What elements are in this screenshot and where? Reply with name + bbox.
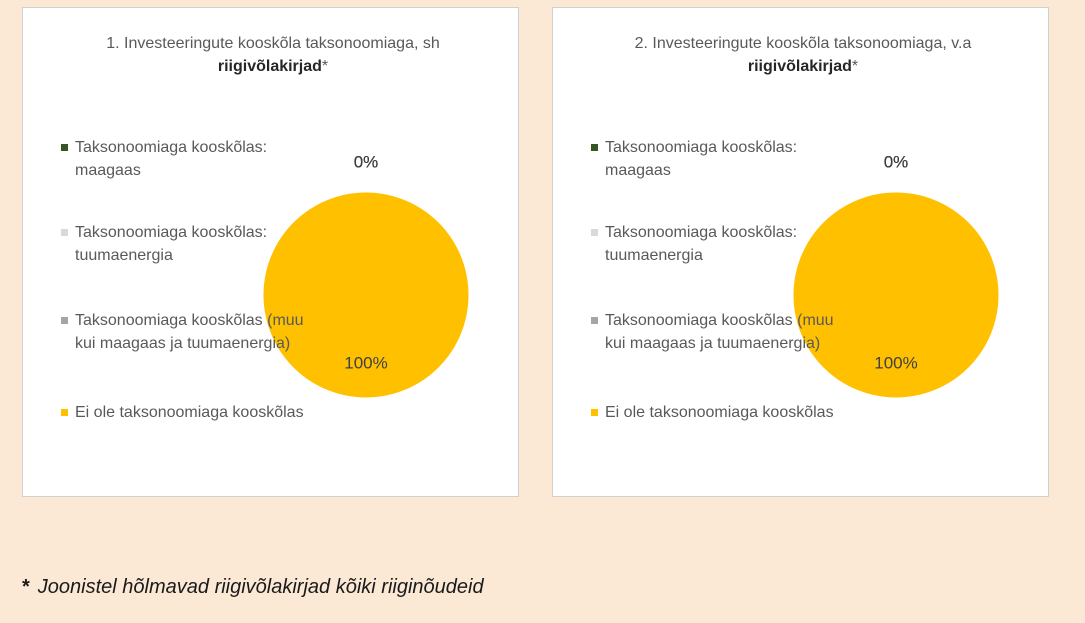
legend-swatch — [61, 229, 68, 236]
footnote-mark: * — [22, 576, 30, 598]
title-part: riigivõlakirjad — [747, 58, 852, 75]
legend-item: Taksonoomiaga kooskõlas: maagaas — [591, 136, 850, 182]
legend-swatch — [61, 317, 68, 324]
legend-item: Taksonoomiaga kooskõlas (muu kui maagaas… — [591, 309, 850, 355]
chart-title: 2. Investeeringute kooskõla taksonoomiag… — [613, 32, 993, 78]
chart-title: 1. Investeeringute kooskõla taksonoomiag… — [83, 32, 463, 78]
legend-label: Taksonoomiaga kooskõlas: maagaas — [75, 139, 268, 179]
chart-card: 2. Investeeringute kooskõla taksonoomiag… — [552, 7, 1049, 497]
data-label: 0% — [354, 152, 379, 171]
legend-label: Ei ole taksonoomiaga kooskõlas — [605, 404, 834, 421]
legend-label: Taksonoomiaga kooskõlas (muu kui maagaas… — [75, 312, 304, 352]
pie-slice — [262, 191, 470, 399]
legend-label: Ei ole taksonoomiaga kooskõlas — [75, 404, 304, 421]
legend-label: Taksonoomiaga kooskõlas (muu kui maagaas… — [605, 312, 834, 352]
footnote: * Joonistel hõlmavad riigivõlakirjad kõik… — [22, 576, 484, 599]
pie-chart: 0%0%0%100% — [262, 152, 470, 399]
pie-chart: 0%0%0%100% — [792, 152, 1000, 399]
legend-swatch — [591, 229, 598, 236]
legend-item: Taksonoomiaga kooskõlas (muu kui maagaas… — [61, 309, 320, 355]
legend-item: Taksonoomiaga kooskõlas: maagaas — [61, 136, 320, 182]
title-part: * — [321, 58, 329, 75]
data-label: 0% — [884, 152, 909, 171]
footnote-text: Joonistel hõlmavad riigivõlakirjad kõiki… — [37, 576, 484, 598]
chart-card: 1. Investeeringute kooskõla taksonoomiag… — [22, 7, 519, 497]
legend-item: Taksonoomiaga kooskõlas: tuumaenergia — [61, 221, 320, 267]
pie-slice — [792, 191, 1000, 399]
legend-item: Taksonoomiaga kooskõlas: tuumaenergia — [591, 221, 850, 267]
title-part: * — [851, 58, 859, 75]
data-label: 0% — [354, 152, 379, 171]
legend-item: Ei ole taksonoomiaga kooskõlas — [61, 401, 320, 424]
data-label: 0% — [884, 152, 909, 171]
legend-label: Taksonoomiaga kooskõlas: tuumaenergia — [75, 224, 268, 264]
title-part: 1. Investeeringute kooskõla taksonoomiag… — [106, 35, 440, 52]
legend-swatch — [591, 144, 598, 151]
legend-swatch — [61, 144, 68, 151]
title-part: riigivõlakirjad — [217, 58, 322, 75]
data-label: 0% — [354, 152, 379, 171]
legend-label: Taksonoomiaga kooskõlas: tuumaenergia — [605, 224, 798, 264]
legend-swatch — [61, 409, 68, 416]
data-label: 100% — [344, 353, 387, 372]
data-label: 0% — [884, 152, 909, 171]
data-label: 100% — [874, 353, 917, 372]
legend-swatch — [591, 409, 598, 416]
legend-swatch — [591, 317, 598, 324]
legend-label: Taksonoomiaga kooskõlas: maagaas — [605, 139, 798, 179]
title-part: 2. Investeeringute kooskõla taksonoomiag… — [634, 35, 972, 52]
legend-item: Ei ole taksonoomiaga kooskõlas — [591, 401, 850, 424]
